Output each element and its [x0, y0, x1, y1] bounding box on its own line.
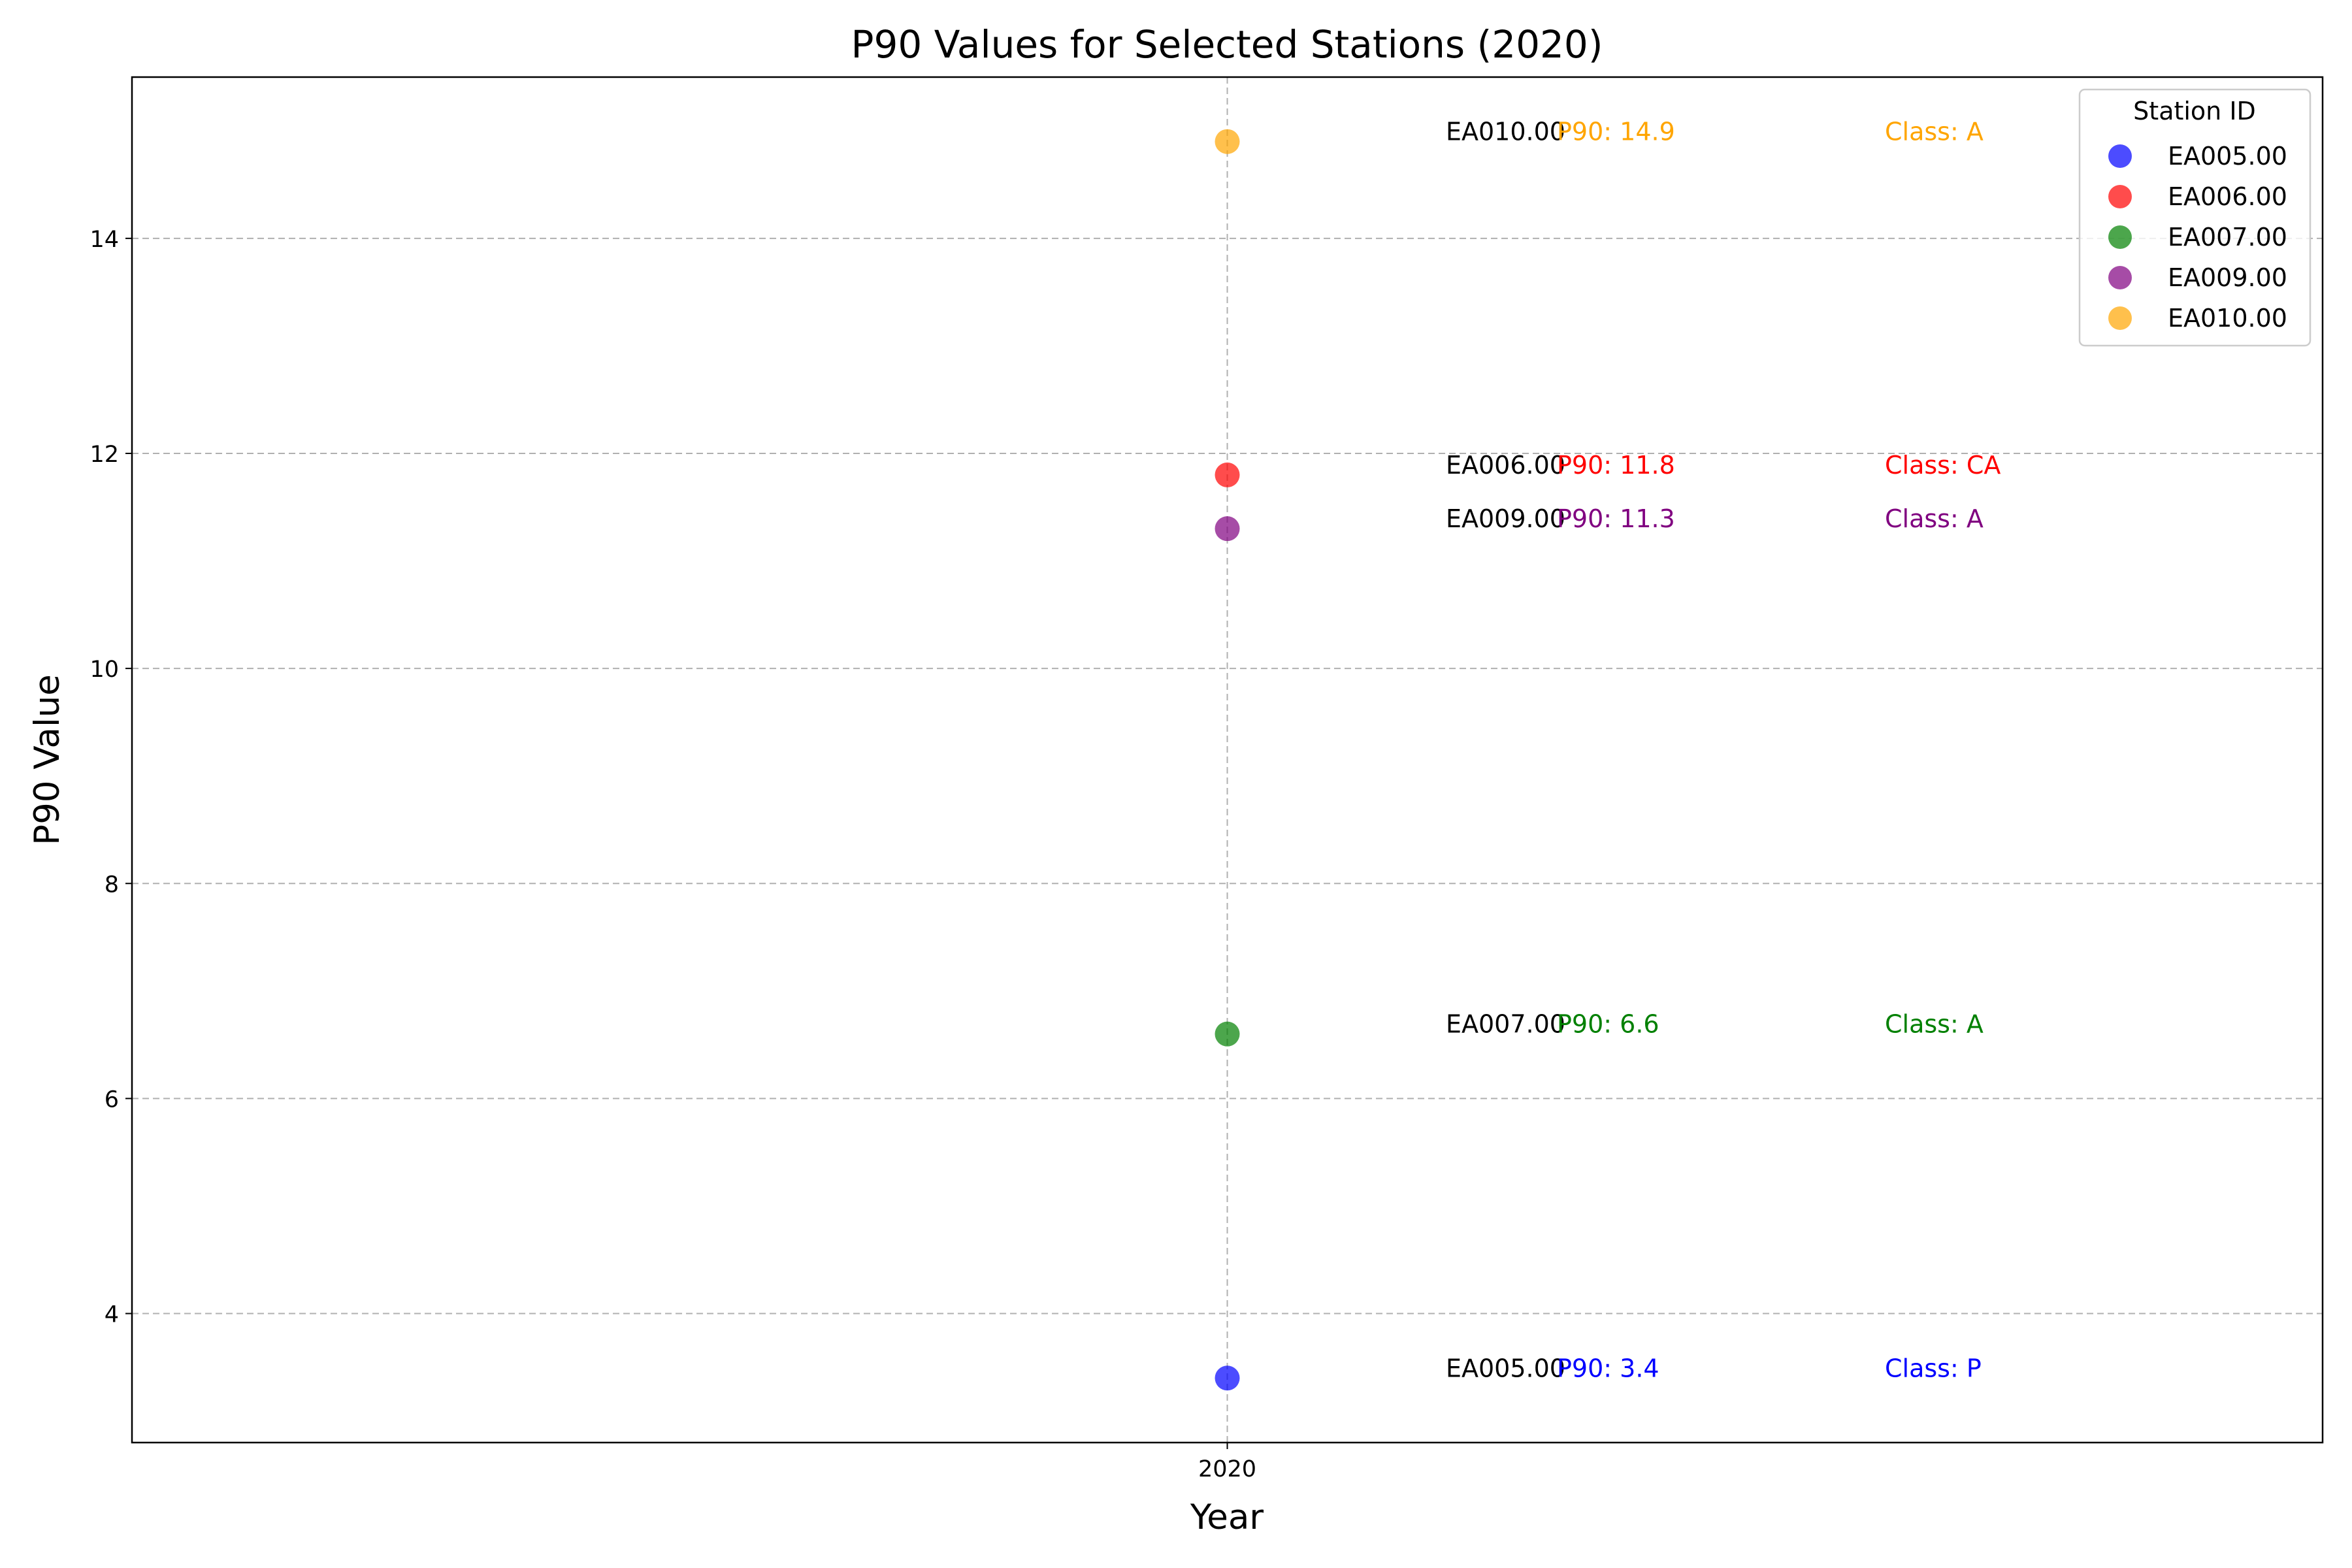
legend-label: EA010.00	[2168, 304, 2287, 333]
legend-marker	[2108, 225, 2132, 249]
class-annotation: Class: A	[1885, 504, 1984, 533]
x-tick-label: 2020	[1198, 1456, 1256, 1482]
station-id-annotation: EA009.00	[1446, 504, 1565, 533]
y-tick-label: 6	[105, 1086, 119, 1113]
legend-marker	[2108, 144, 2132, 168]
station-id-annotation: EA007.00	[1446, 1010, 1565, 1039]
legend-frame	[2078, 88, 2311, 347]
plot-area-frame	[131, 76, 2324, 1444]
station-id-annotation: EA010.00	[1446, 118, 1565, 146]
class-annotation: Class: A	[1885, 118, 1984, 146]
legend-label: EA005.00	[2168, 142, 2287, 171]
y-tick-label: 12	[90, 442, 119, 468]
legend-marker	[2108, 306, 2132, 330]
y-tick-label: 10	[90, 657, 119, 683]
grid-lines	[132, 77, 2323, 1443]
p90-value-annotation: P90: 6.6	[1557, 1010, 1659, 1039]
data-points	[1215, 129, 1240, 1391]
p90-value-annotation: P90: 3.4	[1557, 1354, 1659, 1382]
p90-value-annotation: P90: 14.9	[1557, 118, 1675, 146]
legend: Station ID EA005.00 EA006.00 EA007.00 EA009…	[2078, 88, 2311, 347]
legend-label: EA009.00	[2168, 263, 2287, 292]
y-tick-label: 14	[90, 227, 119, 253]
class-annotation: Class: A	[1885, 1010, 1984, 1039]
data-point	[1215, 516, 1240, 542]
data-point	[1215, 129, 1240, 154]
station-id-annotation: EA006.00	[1446, 451, 1565, 480]
station-id-annotation: EA005.00	[1446, 1354, 1565, 1382]
axis-ticks: 4 6 8 10 12 14 2020	[90, 227, 1256, 1482]
data-point	[1215, 1021, 1240, 1047]
class-annotation: Class: CA	[1885, 451, 2001, 480]
chart-title: P90 Values for Selected Stations (2020)	[851, 22, 1603, 67]
x-axis-label: Year	[1190, 1497, 1264, 1537]
p90-value-annotation: P90: 11.3	[1557, 504, 1675, 533]
class-annotation: Class: P	[1885, 1354, 1982, 1382]
legend-items: EA005.00 EA006.00 EA007.00 EA009.00 EA010.00	[2108, 142, 2287, 333]
legend-marker	[2108, 185, 2132, 208]
legend-label: EA006.00	[2168, 182, 2287, 211]
data-point	[1215, 462, 1240, 487]
p90-value-annotation: P90: 11.8	[1557, 451, 1675, 480]
y-tick-label: 4	[105, 1302, 119, 1328]
legend-marker	[2108, 266, 2132, 289]
y-axis-label: P90 Value	[27, 674, 67, 845]
legend-label: EA007.00	[2168, 223, 2287, 252]
legend-title: Station ID	[2133, 97, 2256, 125]
y-tick-label: 8	[105, 872, 119, 898]
data-point	[1215, 1365, 1240, 1391]
